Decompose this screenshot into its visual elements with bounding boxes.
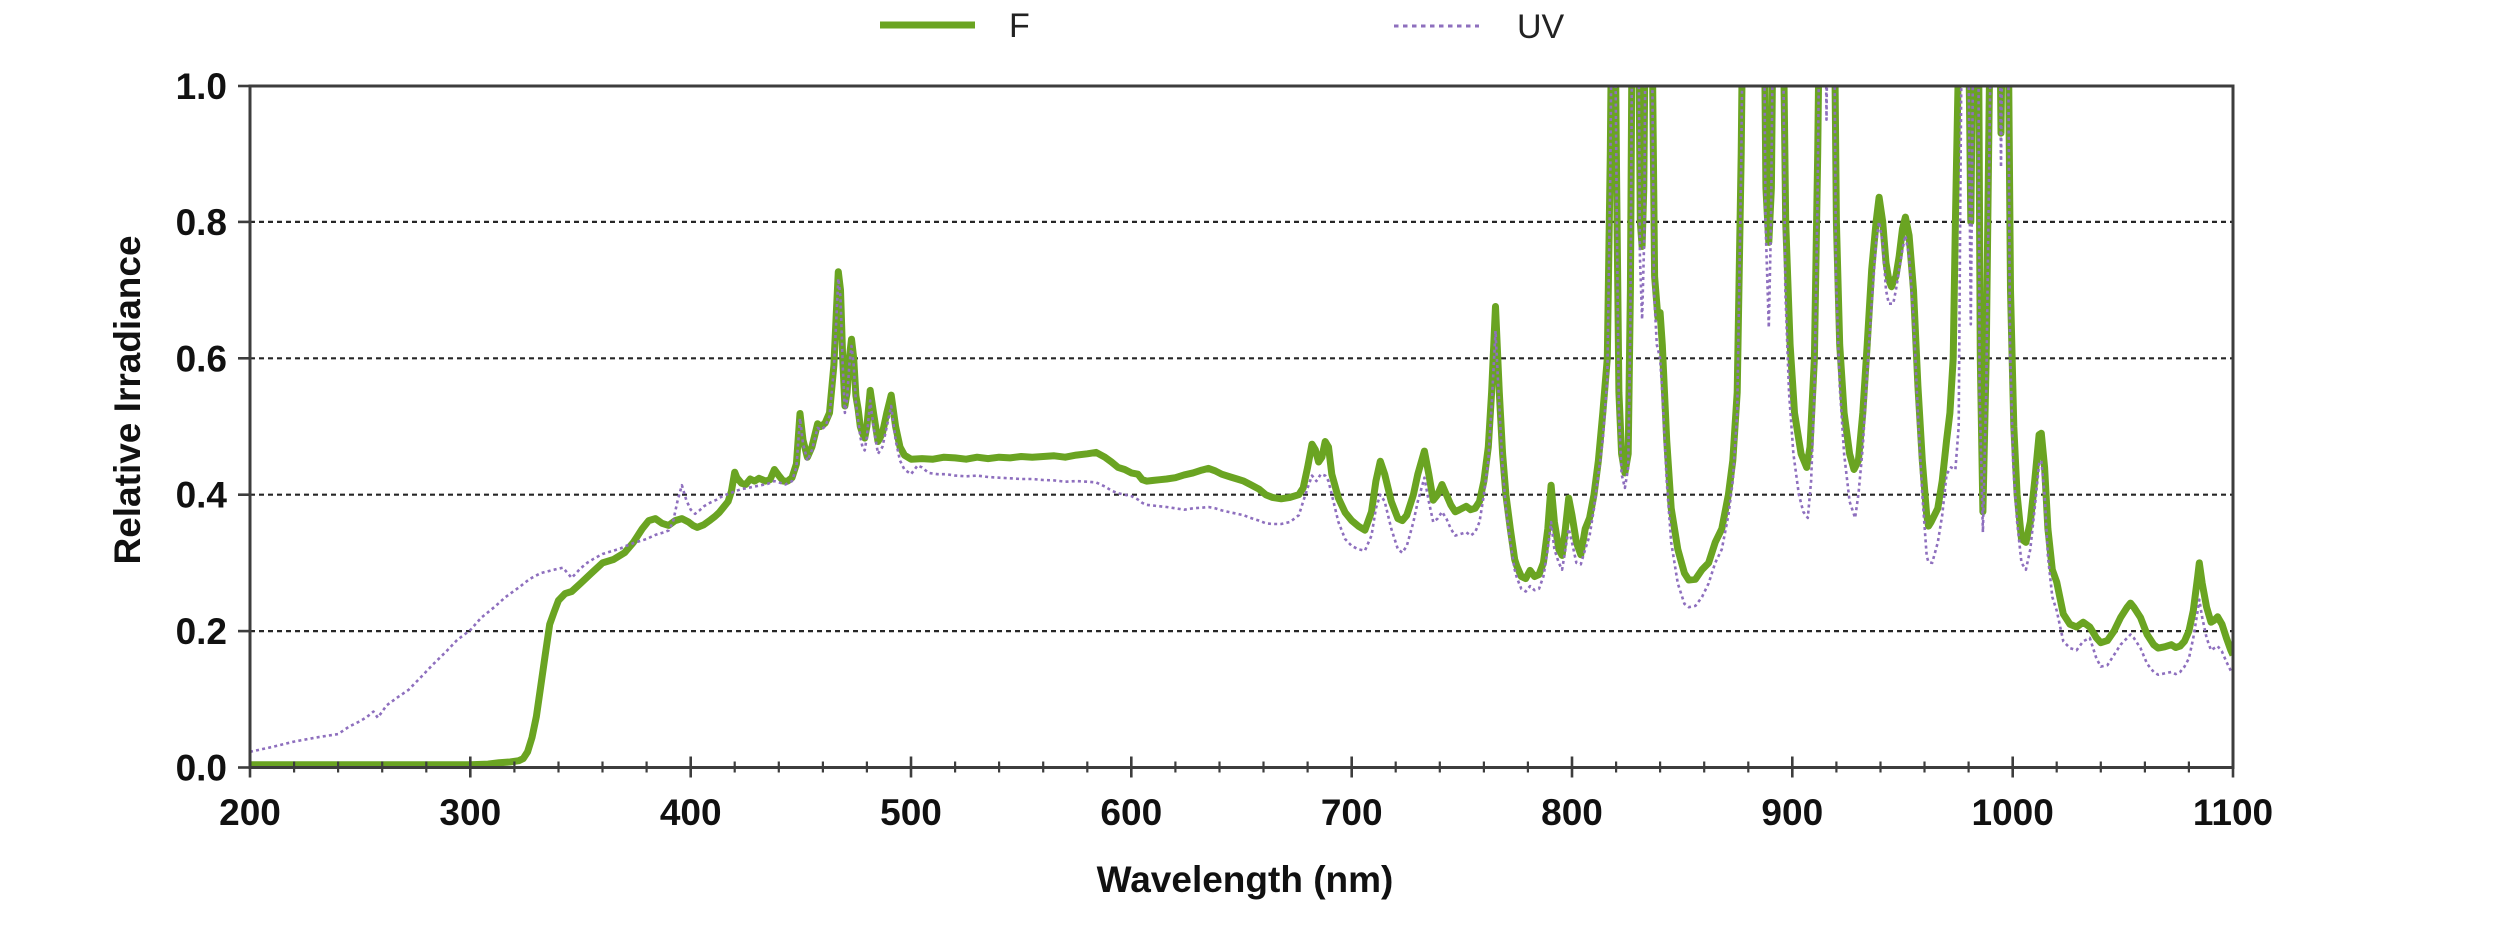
svg-text:1000: 1000 [1972, 792, 2054, 833]
svg-text:Wavelength (nm): Wavelength (nm) [1097, 859, 1394, 900]
svg-text:0.6: 0.6 [176, 338, 227, 379]
svg-text:Relative Irradiance: Relative Irradiance [107, 235, 148, 564]
svg-text:0.4: 0.4 [176, 475, 228, 516]
svg-text:400: 400 [660, 792, 722, 833]
svg-text:0.8: 0.8 [176, 202, 227, 243]
svg-text:500: 500 [880, 792, 942, 833]
svg-text:300: 300 [439, 792, 501, 833]
svg-text:F: F [1009, 7, 1030, 45]
svg-text:1100: 1100 [2193, 792, 2273, 833]
svg-text:800: 800 [1541, 792, 1603, 833]
svg-text:0.0: 0.0 [176, 748, 227, 789]
svg-text:900: 900 [1761, 792, 1823, 833]
svg-text:200: 200 [219, 792, 281, 833]
svg-text:UV: UV [1517, 8, 1565, 46]
svg-text:0.2: 0.2 [176, 611, 227, 652]
svg-text:700: 700 [1321, 792, 1383, 833]
svg-text:1.0: 1.0 [176, 66, 227, 107]
svg-text:600: 600 [1100, 792, 1162, 833]
